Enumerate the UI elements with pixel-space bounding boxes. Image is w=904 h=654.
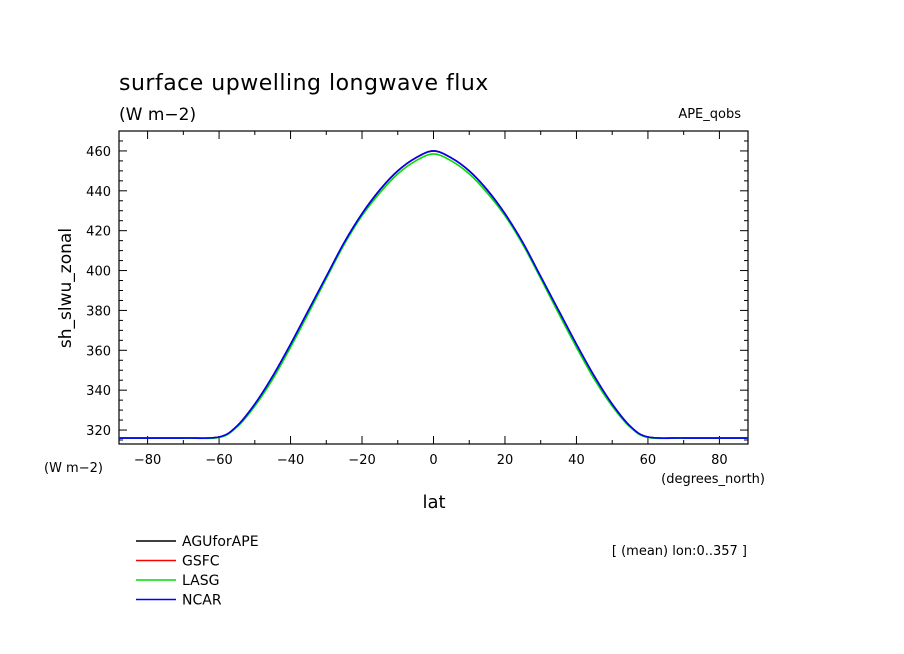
y-axis-label: sh_slwu_zonal	[56, 228, 76, 348]
x-tick-label: −80	[134, 453, 161, 468]
y-tick-label: 440	[86, 185, 111, 200]
series-lines	[118, 150, 748, 440]
x-tick-label: −20	[348, 453, 375, 468]
x-tick-label: −60	[205, 453, 232, 468]
legend-label-lasg: LASG	[182, 573, 219, 589]
plot-frame	[118, 130, 749, 445]
chart-units-label: (W m−2)	[119, 105, 196, 125]
y-tick-label: 360	[86, 344, 111, 359]
axis-ticks	[119, 131, 748, 444]
x-tick-label: 0	[429, 453, 437, 468]
x-tick-label: 20	[497, 453, 514, 468]
y-tick-label: 320	[86, 424, 111, 439]
mean-note: [ (mean) lon:0..357 ]	[612, 544, 747, 559]
series-line-lasg	[118, 153, 748, 440]
legend-label-aguforape: AGUforAPE	[182, 534, 259, 550]
dataset-label: APE_qobs	[678, 107, 741, 122]
legend: AGUforAPE GSFC LASG NCAR	[136, 534, 259, 609]
y-tick-label: 420	[86, 225, 111, 240]
y-axis-units: (W m−2)	[44, 461, 103, 476]
y-tick-label: 380	[86, 304, 111, 319]
series-line-ncar	[118, 150, 748, 440]
y-tick-label: 460	[86, 145, 111, 160]
x-axis-label: lat	[422, 492, 445, 513]
x-tick-label: −40	[277, 453, 304, 468]
y-tick-label: 400	[86, 265, 111, 280]
x-tick-labels: −80 −60 −40 −20 0 20 40 60 80	[134, 453, 728, 468]
chart-title: surface upwelling longwave flux	[119, 71, 489, 96]
y-tick-label: 340	[86, 384, 111, 399]
series-line-gsfc	[118, 150, 748, 440]
y-tick-labels: 320 340 360 380 400 420 440 460	[86, 145, 111, 439]
x-tick-label: 80	[711, 453, 728, 468]
series-line-aguforape	[118, 150, 748, 440]
x-tick-label: 40	[568, 453, 585, 468]
x-axis-units: (degrees_north)	[661, 472, 765, 487]
legend-label-gsfc: GSFC	[182, 554, 220, 570]
legend-label-ncar: NCAR	[182, 593, 222, 609]
x-tick-label: 60	[640, 453, 657, 468]
